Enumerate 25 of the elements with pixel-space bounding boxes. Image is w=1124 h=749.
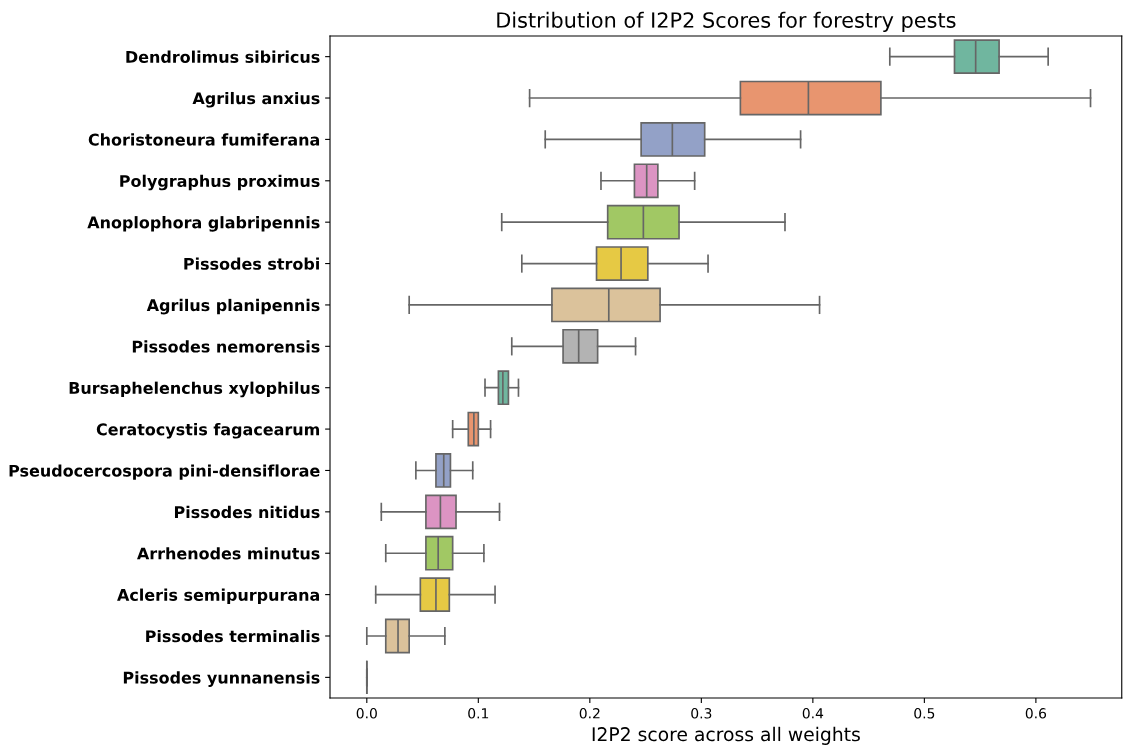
x-axis-title: I2P2 score across all weights [592, 726, 860, 745]
y-tick-label: Pissodes nitidus [174, 505, 320, 519]
x-tick-label: 0.1 [468, 708, 489, 719]
y-tick-label: Pseudocercospora pini-densiflorae [9, 464, 320, 480]
y-tick-label: Arrhenodes minutus [137, 547, 320, 560]
y-tick-label: Acleris semipurpurana [117, 588, 320, 604]
chart-title: Distribution of I2P2 Scores for forestry pests [497, 11, 956, 32]
x-tick-label: 0.0 [356, 708, 377, 719]
x-tick-label: 0.4 [802, 708, 824, 719]
y-tick-label: Bursaphelenchus xylophilus [69, 381, 320, 398]
y-tick-label: Pissodes terminalis [146, 629, 320, 643]
y-tick-label: Choristoneura fumiferana [88, 133, 320, 146]
x-tick-label: 0.5 [914, 708, 935, 719]
y-tick-label: Anoplophora glabripennis [87, 216, 320, 232]
y-tick-label: Pissodes yunnanensis [123, 671, 320, 687]
y-tick-label: Agrilus planipennis [146, 298, 320, 315]
y-tick-label: Pissodes strobi [184, 257, 319, 270]
y-tick-label: Polygraphus proximus [120, 174, 320, 191]
y-tick-label: Pissodes nemorensis [132, 340, 320, 353]
x-tick-label: 0.2 [579, 708, 600, 719]
y-tick-label: Agrilus anxius [192, 91, 320, 108]
y-tick-label: Ceratocystis fagacearum [96, 423, 320, 439]
x-tick-label: 0.3 [691, 708, 712, 719]
x-tick-label: 0.6 [1025, 708, 1047, 719]
y-tick-label: Dendrolimus sibiricus [126, 50, 320, 63]
